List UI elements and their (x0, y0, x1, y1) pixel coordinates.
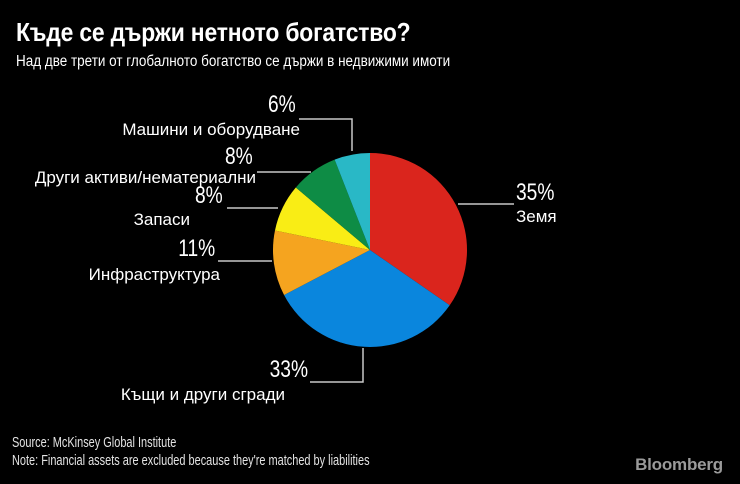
pct-label-infrastructure: 11% (177, 235, 215, 262)
chart-title: Къде се държи нетното богатство? (16, 17, 411, 47)
bloomberg-logo: Bloomberg (635, 455, 723, 474)
leader-line-buildings (310, 348, 364, 383)
pct-label-machinery: 6% (268, 91, 296, 118)
pct-label-land: 35% (516, 179, 555, 206)
note-line: Note: Financial assets are excluded beca… (12, 452, 370, 469)
name-label-machinery: Машини и оборудване (122, 120, 300, 139)
pie-slice-4 (295, 159, 370, 250)
source-line: Source: McKinsey Global Institute (12, 434, 177, 451)
pie-chart (273, 153, 468, 347)
leader-line-machinery (299, 118, 353, 151)
name-label-infrastructure: Инфраструктура (88, 265, 220, 284)
name-label-land: Земя (516, 207, 557, 226)
pie-slice-1 (284, 250, 450, 347)
chart-subtitle: Над две трети от глобалното богатство се… (16, 53, 451, 70)
pie-slice-0 (370, 153, 468, 306)
pct-label-buildings: 33% (269, 356, 308, 383)
pie-slice-3 (274, 187, 370, 250)
name-label-inventories: Запаси (133, 210, 190, 229)
name-label-buildings: Къщи и други сгради (120, 385, 285, 404)
pie-slice-2 (273, 230, 370, 295)
name-label-other-assets: Други активи/нематериални (34, 168, 256, 187)
pct-label-other-assets: 8% (225, 143, 253, 170)
pct-label-inventories: 8% (195, 182, 223, 209)
pie-slice-5 (334, 153, 370, 250)
